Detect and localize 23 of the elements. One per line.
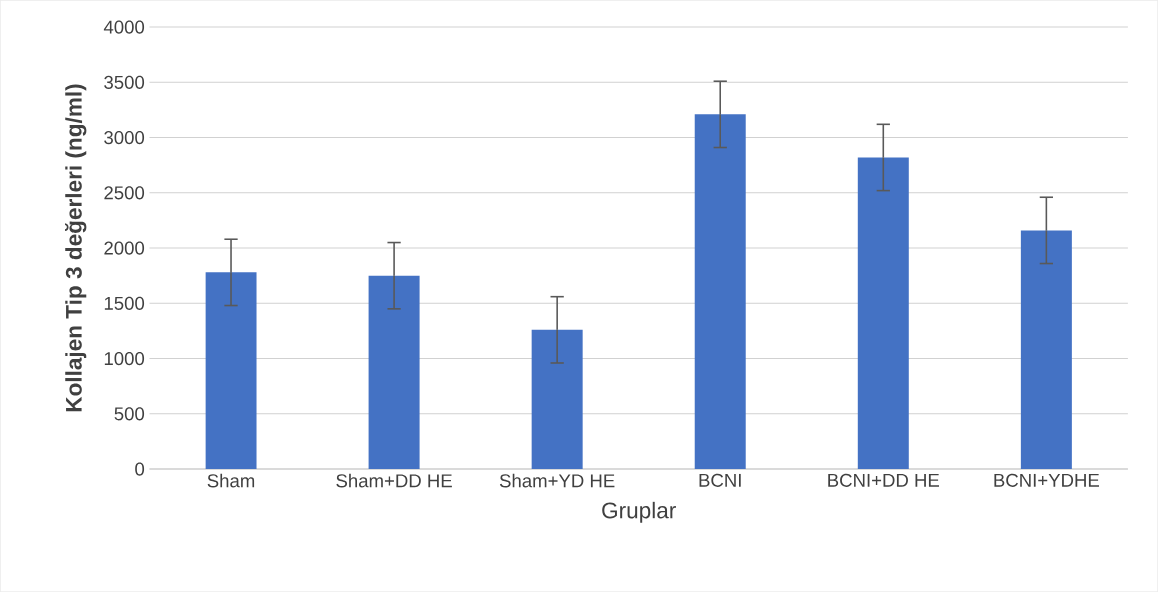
x-tick-label: BCNI [699,473,741,487]
y-tick-label: 2500 [104,186,145,200]
x-tick-label: Sham+YD HE [499,473,615,488]
y-tick-label: 1500 [104,296,145,310]
x-tick-label: Sham+DD HE [336,473,452,488]
y-axis-title: Kollajen Tip 3 değerleri (ng/ml) [64,84,87,412]
y-tick-label: 500 [114,407,145,421]
y-tick-label: 3000 [104,130,145,145]
y-tick-label: 2000 [104,241,145,255]
x-tick-label: BCNI+YDHE [994,473,1100,487]
y-tick-label: 0 [135,462,145,476]
x-axis-title: Gruplar [602,501,676,523]
bar [531,329,583,470]
bar [205,272,257,470]
y-tick-label: 1000 [104,351,145,366]
bar [857,157,909,470]
bar [694,114,746,470]
x-tick-label: Sham [207,473,255,488]
bar [1020,230,1072,470]
x-tick-label: BCNI+DD HE [828,473,940,487]
y-tick-label: 3500 [104,75,145,89]
bar [368,275,420,470]
y-tick-label: 4000 [103,20,145,34]
